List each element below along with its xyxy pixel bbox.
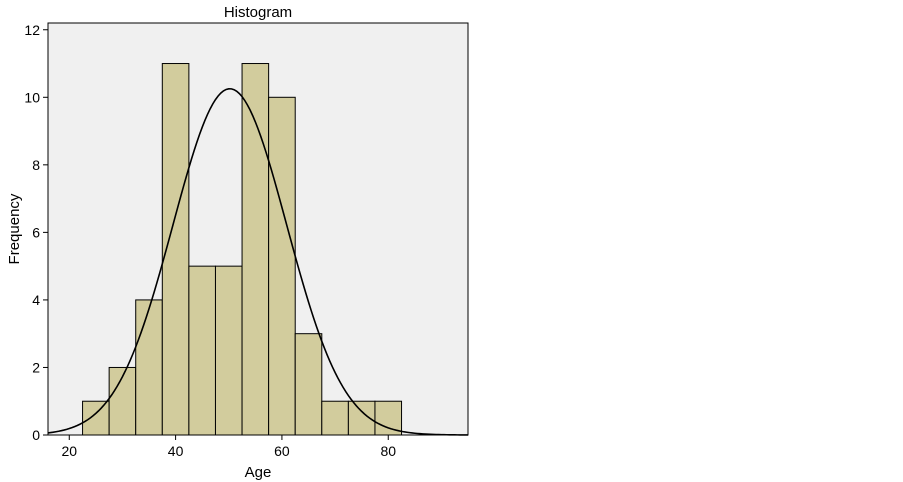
histogram-bar-1 xyxy=(82,400,110,436)
x-axis: 20 40 60 80 xyxy=(61,435,396,459)
histogram-bar-5 xyxy=(188,265,216,436)
y-axis: 0 2 4 6 8 10 12 xyxy=(24,22,48,443)
plot-frame xyxy=(47,22,469,436)
y-tick-label: 10 xyxy=(24,89,40,105)
histogram-bar-10 xyxy=(321,400,349,436)
x-tick-label: 60 xyxy=(274,443,290,459)
x-tick-label: 40 xyxy=(168,443,184,459)
x-tick-label: 80 xyxy=(380,443,396,459)
y-tick-label: 0 xyxy=(32,427,40,443)
y-tick-label: 2 xyxy=(32,359,40,375)
y-tick-label: 6 xyxy=(32,224,40,240)
y-axis-title: Frequency xyxy=(6,193,23,264)
x-tick-label: 20 xyxy=(61,443,77,459)
chart-title: Histogram xyxy=(224,4,292,21)
histogram-bar-12 xyxy=(374,400,403,436)
bars-group xyxy=(82,63,403,436)
histogram-bar-3 xyxy=(135,299,163,436)
y-tick-label: 12 xyxy=(24,22,40,38)
x-axis-title: Age xyxy=(245,464,272,481)
histogram-bar-9 xyxy=(294,333,323,436)
histogram-bar-2 xyxy=(108,366,137,436)
histogram-bar-7 xyxy=(241,63,270,436)
histogram-bar-8 xyxy=(268,96,296,436)
y-tick-label: 4 xyxy=(32,292,40,308)
y-tick-label: 8 xyxy=(32,157,40,173)
normal-curve xyxy=(47,88,469,436)
histogram-bar-6 xyxy=(214,265,243,436)
